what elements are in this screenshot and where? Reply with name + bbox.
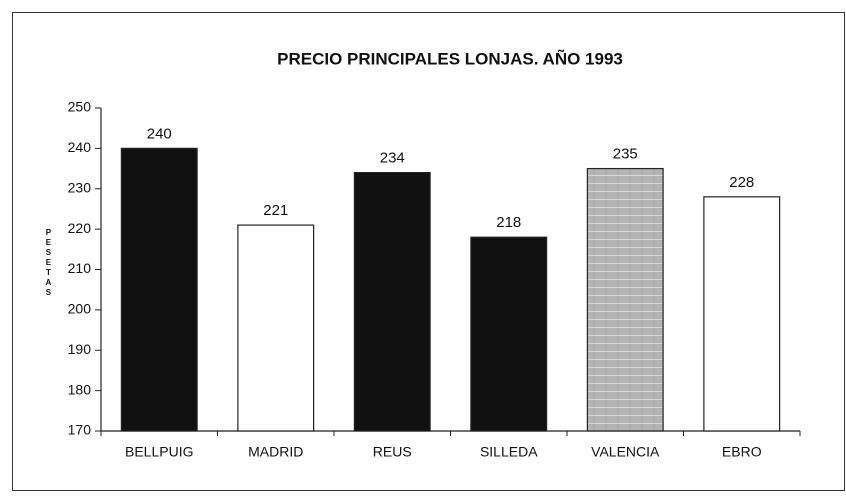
bar [586,167,664,432]
bar [470,236,548,432]
y-tick-label: 220 [68,220,92,236]
frame [12,12,845,491]
bar [703,196,781,432]
x-tick-label: BELLPUIG [125,444,193,460]
data-label: 240 [147,125,172,142]
x-tick-label: MADRID [248,444,303,460]
y-tick-label: 170 [68,422,92,438]
y-tick-label: 240 [68,139,92,155]
data-label: 218 [496,214,521,231]
bar [120,147,198,432]
y-tick-label: 190 [68,341,92,357]
data-label: 221 [263,202,288,219]
x-tick-label: VALENCIA [591,444,660,460]
y-axis-label: PESETAS [44,228,53,298]
data-label: 228 [729,174,754,191]
bar [237,224,315,432]
x-tick-label: REUS [373,444,412,460]
y-tick-label: 180 [68,381,92,397]
data-label: 235 [613,146,638,163]
y-tick-label: 200 [68,301,92,317]
data-label: 234 [380,150,405,167]
y-tick-label: 250 [68,99,92,115]
y-tick-label: 210 [68,260,92,276]
y-tick-label: 230 [68,179,92,195]
chart-title: PRECIO PRINCIPALES LONJAS. AÑO 1993 [277,48,623,68]
x-tick-label: SILLEDA [480,444,538,460]
x-tick-label: EBRO [722,444,762,460]
bar [353,172,431,432]
